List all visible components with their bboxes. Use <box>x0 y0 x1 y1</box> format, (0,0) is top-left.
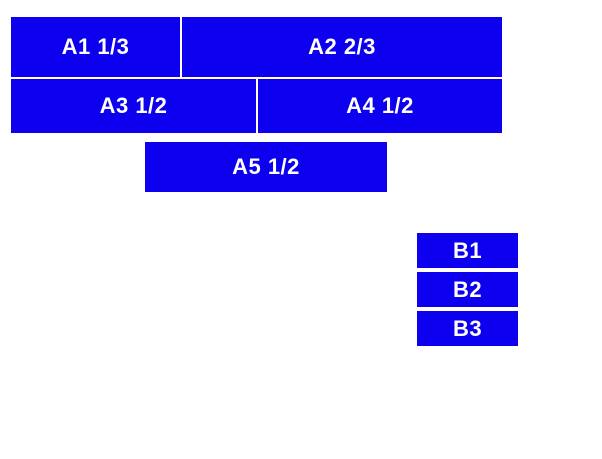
box-a4[interactable]: A4 1/2 <box>258 79 502 133</box>
box-a3[interactable]: A3 1/2 <box>11 79 256 133</box>
box-a5[interactable]: A5 1/2 <box>145 142 387 192</box>
group-b-stack: B1 B2 B3 <box>417 233 518 346</box>
box-a2[interactable]: A2 2/3 <box>182 17 502 77</box>
box-b1[interactable]: B1 <box>417 233 518 268</box>
box-b3[interactable]: B3 <box>417 311 518 346</box>
box-b2[interactable]: B2 <box>417 272 518 307</box>
box-a1[interactable]: A1 1/3 <box>11 17 180 77</box>
